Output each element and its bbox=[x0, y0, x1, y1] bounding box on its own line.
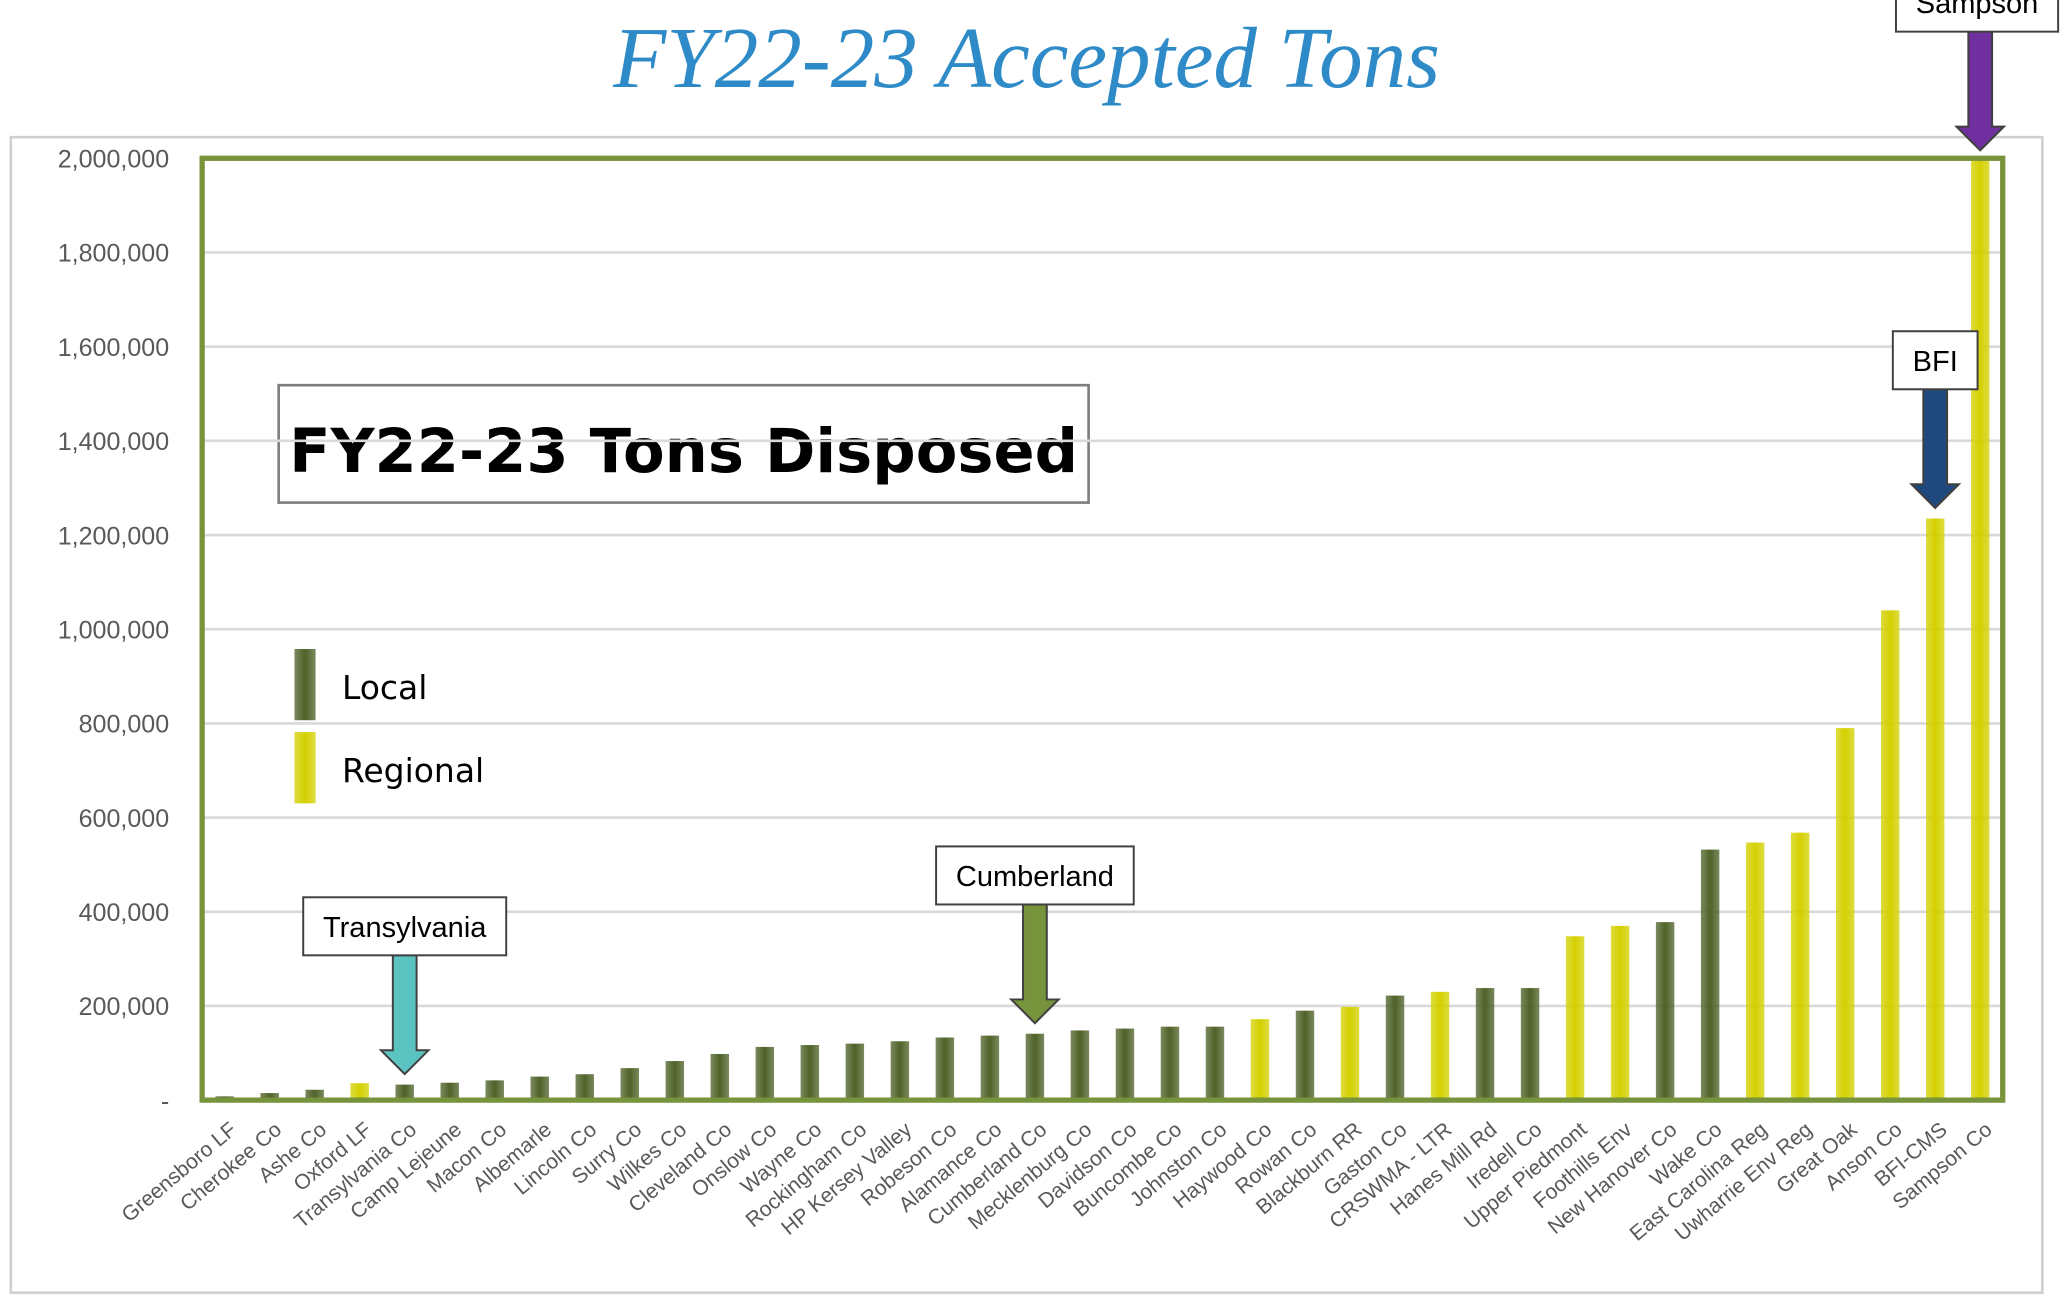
bar bbox=[1025, 1033, 1045, 1101]
bar bbox=[1250, 1019, 1270, 1101]
y-tick-label: 800,000 bbox=[79, 711, 170, 739]
annotation-arrow bbox=[1954, 30, 2007, 152]
y-tick-label: 1,800,000 bbox=[58, 240, 169, 268]
annotation-box bbox=[302, 896, 508, 957]
bar bbox=[1835, 728, 1855, 1101]
annotation-box bbox=[935, 845, 1135, 906]
plot-border bbox=[199, 155, 2006, 1103]
bar bbox=[890, 1041, 910, 1101]
annotation-arrow bbox=[1909, 388, 1962, 510]
annotation-box bbox=[1891, 330, 1979, 391]
bar bbox=[710, 1053, 730, 1101]
annotation-box bbox=[1894, 0, 2060, 33]
annotation-label: Transylvania bbox=[323, 912, 487, 944]
y-tick-label: - bbox=[161, 1087, 169, 1115]
bar bbox=[935, 1037, 955, 1101]
bar bbox=[1880, 610, 1900, 1101]
bar bbox=[665, 1061, 685, 1101]
y-tick-label: 1,200,000 bbox=[58, 522, 169, 550]
bar bbox=[305, 1089, 324, 1101]
bar bbox=[845, 1043, 865, 1101]
chart-title: FY22-23 Accepted Tons bbox=[612, 9, 1440, 106]
bar bbox=[1115, 1028, 1135, 1101]
subtitle-box bbox=[277, 383, 1090, 504]
y-tick-label: 1,000,000 bbox=[58, 616, 169, 644]
annotation-arrow bbox=[1008, 903, 1062, 1025]
bar bbox=[1070, 1030, 1090, 1101]
bar bbox=[1970, 158, 1990, 1101]
bar bbox=[1475, 988, 1495, 1101]
bar bbox=[620, 1068, 640, 1101]
bar bbox=[440, 1082, 459, 1101]
legend-swatch bbox=[294, 732, 316, 804]
bar bbox=[1565, 936, 1585, 1101]
bar bbox=[1925, 518, 1945, 1101]
annotation-arrow bbox=[378, 954, 431, 1076]
y-tick-label: 600,000 bbox=[79, 805, 170, 833]
bar bbox=[575, 1074, 595, 1101]
bar bbox=[1745, 842, 1765, 1101]
bar bbox=[1700, 849, 1720, 1101]
legend-swatch bbox=[294, 649, 316, 721]
bar bbox=[800, 1045, 820, 1101]
legend-label: Regional bbox=[342, 751, 484, 790]
y-tick-label: 200,000 bbox=[79, 993, 170, 1021]
annotation-label: Cumberland bbox=[956, 861, 1114, 893]
bar bbox=[1385, 995, 1405, 1101]
annotation-label: BFI bbox=[1913, 346, 1958, 378]
bar bbox=[350, 1083, 369, 1101]
bar bbox=[980, 1035, 1000, 1101]
bar bbox=[260, 1093, 279, 1101]
legend-label: Local bbox=[342, 668, 427, 707]
y-tick-label: 1,400,000 bbox=[58, 428, 169, 456]
bar bbox=[530, 1076, 549, 1101]
bar bbox=[1430, 991, 1450, 1101]
bar bbox=[485, 1080, 504, 1101]
y-tick-label: 400,000 bbox=[79, 899, 170, 927]
bar bbox=[1655, 922, 1675, 1101]
y-tick-label: 1,600,000 bbox=[58, 334, 169, 362]
y-tick-label: 2,000,000 bbox=[58, 146, 169, 174]
bar bbox=[1520, 988, 1540, 1101]
bar bbox=[1295, 1010, 1315, 1101]
subtitle: FY22-23 Tons Disposed bbox=[289, 417, 1078, 487]
annotation-label: Sampson bbox=[1916, 0, 2039, 20]
bar bbox=[1790, 832, 1810, 1101]
bar bbox=[1340, 1006, 1360, 1101]
bar bbox=[1205, 1026, 1225, 1101]
bar bbox=[755, 1046, 775, 1101]
bar bbox=[395, 1084, 414, 1101]
bar bbox=[1160, 1026, 1180, 1101]
bar bbox=[1610, 925, 1630, 1101]
